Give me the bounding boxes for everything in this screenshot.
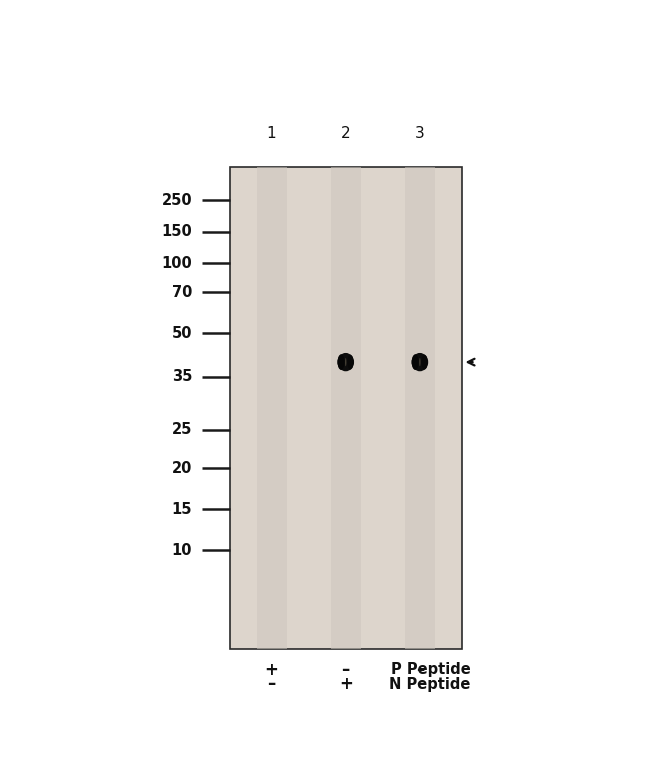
Bar bbox=[257, 166, 287, 649]
Text: 10: 10 bbox=[172, 543, 192, 558]
Bar bbox=[405, 166, 435, 649]
Ellipse shape bbox=[337, 353, 354, 372]
Ellipse shape bbox=[345, 358, 346, 366]
Text: 15: 15 bbox=[172, 502, 192, 517]
Text: 1: 1 bbox=[266, 125, 276, 141]
Text: 150: 150 bbox=[161, 224, 192, 239]
Ellipse shape bbox=[337, 354, 345, 370]
Text: N Peptide: N Peptide bbox=[389, 677, 471, 692]
Text: 70: 70 bbox=[172, 285, 192, 299]
Text: 20: 20 bbox=[172, 461, 192, 476]
Ellipse shape bbox=[419, 358, 421, 366]
Text: +: + bbox=[339, 676, 353, 694]
Text: 2: 2 bbox=[341, 125, 350, 141]
Text: 25: 25 bbox=[172, 423, 192, 437]
Text: 250: 250 bbox=[161, 193, 192, 208]
Text: +: + bbox=[265, 661, 278, 679]
Text: 35: 35 bbox=[172, 369, 192, 384]
Text: 100: 100 bbox=[161, 256, 192, 270]
Text: –: – bbox=[342, 661, 350, 679]
Ellipse shape bbox=[411, 354, 419, 370]
Ellipse shape bbox=[421, 355, 428, 369]
Text: –: – bbox=[416, 661, 424, 679]
Text: 50: 50 bbox=[172, 325, 192, 340]
Ellipse shape bbox=[411, 353, 428, 372]
Text: –: – bbox=[416, 676, 424, 694]
Bar bbox=[331, 166, 361, 649]
Ellipse shape bbox=[347, 355, 354, 369]
Bar bbox=[230, 166, 462, 649]
Text: –: – bbox=[267, 676, 276, 694]
Text: P Peptide: P Peptide bbox=[391, 662, 471, 677]
Text: 3: 3 bbox=[415, 125, 424, 141]
